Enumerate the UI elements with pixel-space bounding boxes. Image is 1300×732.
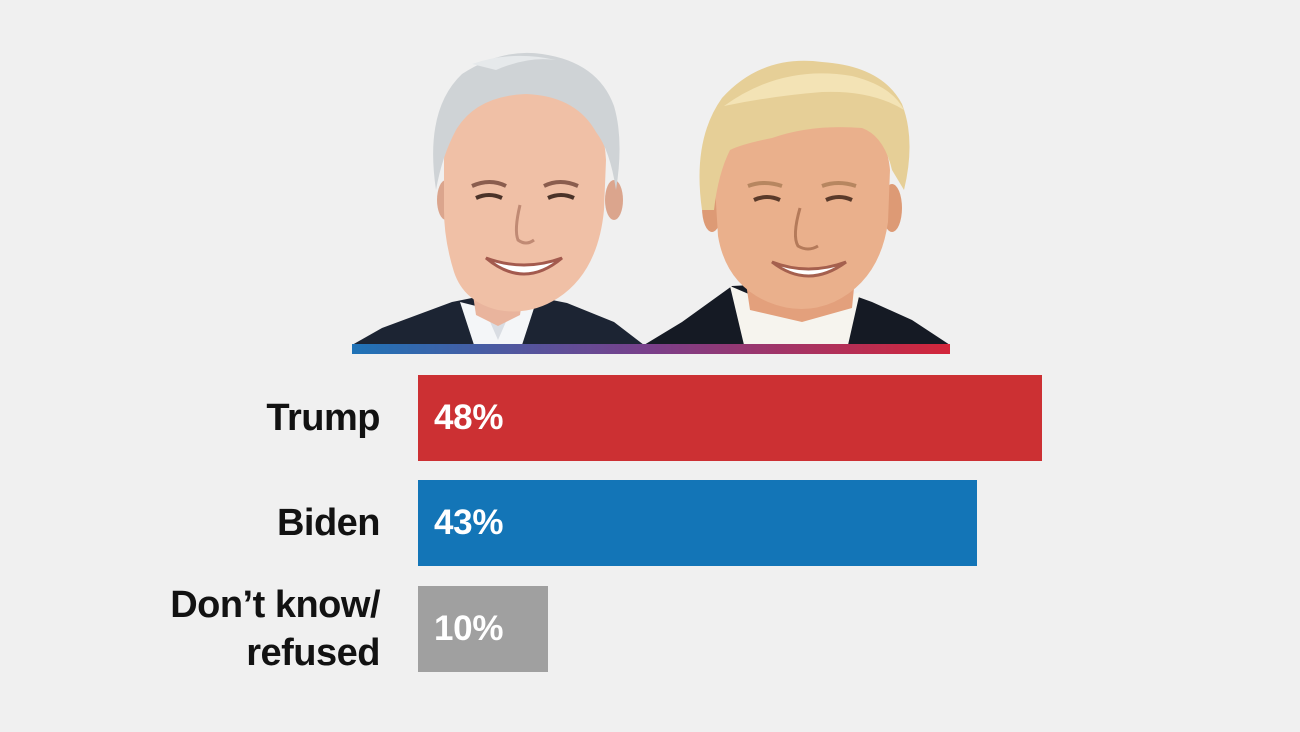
bar-value-label: 48% (434, 398, 504, 437)
bar-biden (418, 480, 977, 566)
bar-value-label: 43% (434, 503, 504, 542)
bar-don-t-know-refused (418, 586, 548, 672)
category-label: Biden (276, 499, 381, 547)
blue-red-divider (352, 344, 950, 354)
candidate-portraits (352, 52, 950, 345)
trump-portrait-icon (644, 60, 950, 345)
category-label-line: Trump (266, 397, 380, 439)
bar-value-label: 10% (434, 609, 504, 648)
category-label: Don’t know/refused (170, 581, 380, 677)
category-label-line: Biden (276, 502, 381, 544)
category-label: Trump (266, 394, 380, 442)
category-label-line: refused (246, 632, 380, 674)
biden-portrait-icon (352, 52, 644, 345)
bar-trump (418, 375, 1042, 461)
category-label-line: Don’t know/ (170, 584, 380, 626)
